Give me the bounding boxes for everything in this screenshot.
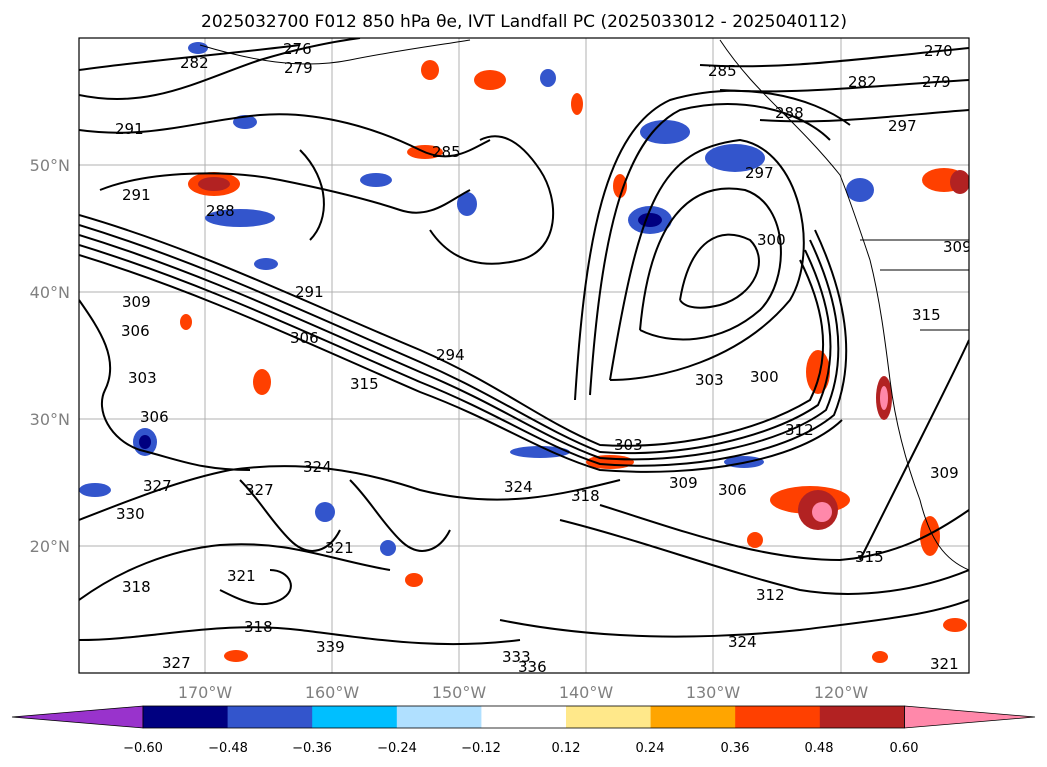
colorbar-extend-max bbox=[904, 705, 1036, 729]
colorbar-segment bbox=[819, 706, 905, 728]
lat-label: 30°N bbox=[30, 410, 70, 429]
colorbar-segment bbox=[650, 706, 736, 728]
contour-label: 297 bbox=[745, 164, 774, 182]
map-frame bbox=[78, 37, 970, 674]
contour-label: 321 bbox=[325, 539, 354, 557]
lat-label: 50°N bbox=[30, 156, 70, 175]
longitude-labels: 170°W 160°W 150°W 140°W 130°W 120°W bbox=[178, 683, 869, 702]
colorbar bbox=[11, 705, 1036, 729]
colorbar-tick-label: −0.12 bbox=[461, 741, 501, 756]
contour-label: 327 bbox=[162, 654, 191, 672]
contour-label: 312 bbox=[785, 421, 814, 439]
contour-label: 306 bbox=[290, 329, 319, 347]
colorbar-tick-label: −0.60 bbox=[123, 741, 163, 756]
colorbar-tick-label: 0.60 bbox=[890, 741, 919, 756]
colorbar-segment bbox=[227, 706, 313, 728]
ivt-shading bbox=[79, 42, 969, 663]
contour-label: 318 bbox=[244, 618, 273, 636]
lon-label: 150°W bbox=[432, 683, 487, 702]
contour-label: 309 bbox=[930, 464, 959, 482]
contour-label: 300 bbox=[757, 231, 786, 249]
contour-label: 312 bbox=[756, 586, 785, 604]
colorbar-tick-label: −0.36 bbox=[292, 741, 332, 756]
contour-label: 309 bbox=[669, 474, 698, 492]
contour-label: 297 bbox=[888, 117, 917, 135]
contour-label: 330 bbox=[116, 505, 145, 523]
map-background bbox=[79, 38, 969, 673]
lon-label: 130°W bbox=[686, 683, 741, 702]
contour-label: 324 bbox=[303, 458, 332, 476]
contour-label: 327 bbox=[143, 477, 172, 495]
colorbar-segment bbox=[143, 706, 229, 728]
contour-label: 309 bbox=[122, 293, 151, 311]
contour-label: 279 bbox=[284, 59, 313, 77]
contour-label: 315 bbox=[350, 375, 379, 393]
colorbar-segment bbox=[566, 706, 652, 728]
contour-label: 327 bbox=[245, 481, 274, 499]
contour-label: 324 bbox=[728, 633, 757, 651]
contour-label: 339 bbox=[316, 638, 345, 656]
lon-label: 120°W bbox=[814, 683, 869, 702]
colorbar-segment bbox=[735, 706, 821, 728]
contour-label: 300 bbox=[750, 368, 779, 386]
theta-e-contours bbox=[79, 38, 969, 646]
graticule bbox=[79, 38, 969, 673]
contour-label: 291 bbox=[122, 186, 151, 204]
contour-label: 303 bbox=[128, 369, 157, 387]
colorbar-segment bbox=[312, 706, 398, 728]
contour-label: 291 bbox=[115, 120, 144, 138]
contour-label: 324 bbox=[504, 478, 533, 496]
contour-label: 315 bbox=[912, 306, 941, 324]
map-panel: 276 282 279 291 285 291 288 291 306 294 … bbox=[78, 37, 972, 676]
contour-label: 306 bbox=[140, 408, 169, 426]
colorbar-extend-min bbox=[11, 705, 144, 729]
contour-label: 285 bbox=[432, 143, 461, 161]
latitude-labels: 50°N 40°N 30°N 20°N bbox=[30, 156, 70, 556]
colorbar-tick-label: 0.48 bbox=[805, 741, 834, 756]
colorbar-segment bbox=[481, 706, 567, 728]
contour-label: 285 bbox=[708, 62, 737, 80]
contour-label: 288 bbox=[206, 202, 235, 220]
contour-label: 318 bbox=[571, 487, 600, 505]
contour-label: 333 bbox=[502, 648, 531, 666]
contour-label: 282 bbox=[848, 73, 877, 91]
lon-label: 140°W bbox=[559, 683, 614, 702]
colorbar-tick-label: −0.24 bbox=[377, 741, 417, 756]
contour-labels: 276 282 279 291 285 291 288 291 306 294 … bbox=[115, 40, 972, 676]
lon-label: 160°W bbox=[305, 683, 360, 702]
contour-label: 276 bbox=[283, 40, 312, 58]
lat-label: 20°N bbox=[30, 537, 70, 556]
contour-label: 309 bbox=[943, 238, 972, 256]
contour-label: 315 bbox=[855, 548, 884, 566]
contour-label: 279 bbox=[922, 73, 951, 91]
colorbar-segment bbox=[396, 706, 482, 728]
contour-label: 270 bbox=[924, 42, 953, 60]
contour-label: 306 bbox=[718, 481, 747, 499]
colorbar-tick-label: 0.24 bbox=[636, 741, 665, 756]
figure-title: 2025032700 F012 850 hPa θe, IVT Landfall… bbox=[201, 12, 847, 32]
coastline bbox=[199, 39, 969, 571]
lat-label: 40°N bbox=[30, 283, 70, 302]
contour-label: 321 bbox=[227, 567, 256, 585]
contour-label: 282 bbox=[180, 54, 209, 72]
colorbar-tick-label: 0.36 bbox=[721, 741, 750, 756]
colorbar-tick-labels: −0.60 −0.48 −0.36 −0.24 −0.12 0.12 0.24 … bbox=[123, 741, 918, 756]
contour-label: 294 bbox=[436, 346, 465, 364]
colorbar-frame bbox=[142, 705, 905, 729]
contour-label: 318 bbox=[122, 578, 151, 596]
lon-label: 170°W bbox=[178, 683, 233, 702]
contour-label: 303 bbox=[614, 436, 643, 454]
colorbar-tick-label: 0.12 bbox=[552, 741, 581, 756]
contour-label: 321 bbox=[930, 655, 959, 673]
colorbar-tick-label: −0.48 bbox=[208, 741, 248, 756]
contour-label: 306 bbox=[121, 322, 150, 340]
contour-label: 288 bbox=[775, 104, 804, 122]
contour-label: 291 bbox=[295, 283, 324, 301]
contour-label: 303 bbox=[695, 371, 724, 389]
contour-label: 336 bbox=[518, 658, 547, 676]
